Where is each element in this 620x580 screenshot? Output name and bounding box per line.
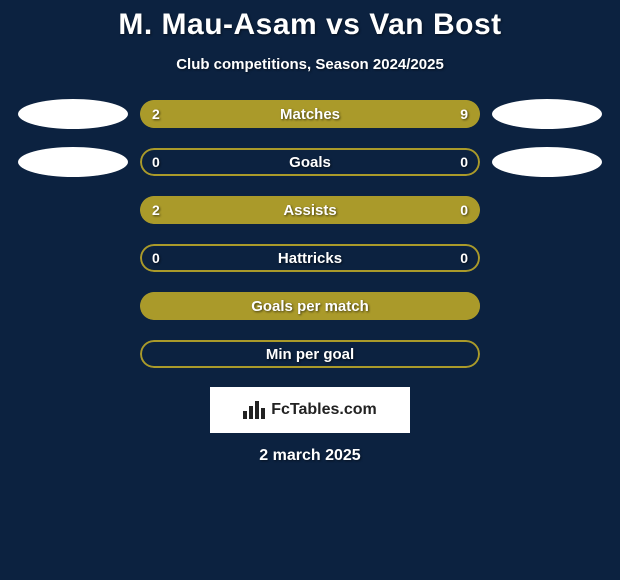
stat-row: Assists2 0 bbox=[0, 195, 620, 225]
stat-rows: Matches29Goals00Assists20Hattricks00Goal… bbox=[0, 99, 620, 369]
team-logo-right bbox=[492, 99, 602, 129]
stat-row: Matches2 9 bbox=[0, 99, 620, 129]
stat-label: Goals bbox=[140, 148, 480, 176]
stat-label: Assists bbox=[140, 196, 480, 224]
team-logo-left bbox=[18, 147, 128, 177]
stat-value-right: 0 bbox=[460, 244, 468, 272]
stat-value-left: 0 bbox=[152, 244, 160, 272]
team-logo-right bbox=[492, 147, 602, 177]
stat-bar: Assists2 0 bbox=[140, 196, 480, 224]
stat-label: Goals per match bbox=[140, 292, 480, 320]
date-text: 2 march 2025 bbox=[0, 447, 620, 465]
comparison-infographic: M. Mau-Asam vs Van Bost Club competition… bbox=[0, 0, 620, 580]
stat-bar: Matches2 9 bbox=[140, 100, 480, 128]
stat-bar: Goals per match bbox=[140, 292, 480, 320]
stat-bar: Goals0 0 bbox=[140, 148, 480, 176]
stat-value-right: 9 bbox=[460, 100, 468, 128]
stat-row: Min per goal bbox=[0, 339, 620, 369]
stat-label: Min per goal bbox=[140, 340, 480, 368]
stat-row: Hattricks0 0 bbox=[0, 243, 620, 273]
watermark-badge: FcTables.com bbox=[210, 387, 410, 433]
stat-bar: Min per goal bbox=[140, 340, 480, 368]
stat-row: Goals per match bbox=[0, 291, 620, 321]
page-title: M. Mau-Asam vs Van Bost bbox=[0, 8, 620, 42]
stat-row: Goals0 0 bbox=[0, 147, 620, 177]
subtitle: Club competitions, Season 2024/2025 bbox=[0, 56, 620, 73]
stat-value-right: 0 bbox=[460, 148, 468, 176]
watermark-text: FcTables.com bbox=[271, 401, 377, 419]
bars-icon bbox=[243, 401, 265, 419]
stat-value-right: 0 bbox=[460, 196, 468, 224]
stat-label: Hattricks bbox=[140, 244, 480, 272]
stat-value-left: 2 bbox=[152, 196, 160, 224]
stat-value-left: 0 bbox=[152, 148, 160, 176]
stat-value-left: 2 bbox=[152, 100, 160, 128]
stat-bar: Hattricks0 0 bbox=[140, 244, 480, 272]
team-logo-left bbox=[18, 99, 128, 129]
stat-label: Matches bbox=[140, 100, 480, 128]
